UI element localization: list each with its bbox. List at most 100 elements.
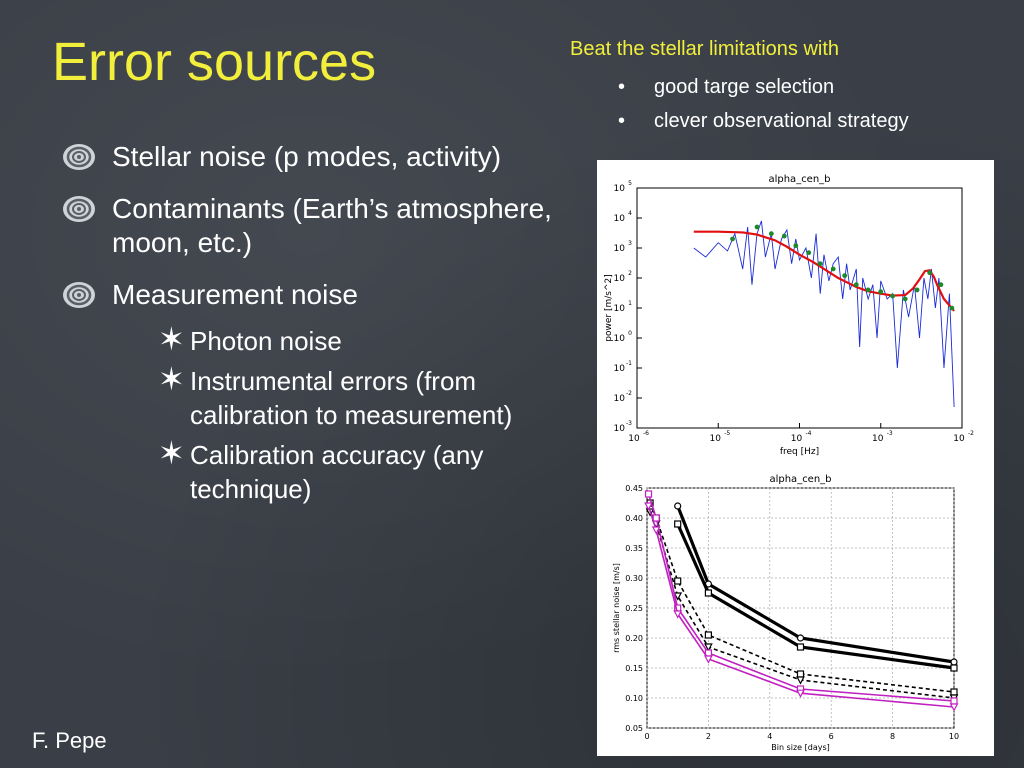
circle-marker (950, 658, 958, 666)
triangle-marker (673, 610, 683, 619)
y-tick-label: 10 (614, 424, 626, 434)
rms-noise-chart: alpha_cen_b 0 2 4 6 8 10 0.05 0.10 0.15 0.20 0.25 0.… (612, 474, 959, 752)
x-tick-exponent: -3 (887, 430, 893, 437)
square-marker (950, 664, 958, 672)
binned-data-point (938, 282, 944, 288)
y-tick-label: 0.25 (625, 604, 643, 613)
y-tick-label: 10 (614, 304, 626, 314)
triangle-marker (644, 502, 653, 511)
slide-title: Error sources (52, 32, 377, 92)
beat-item: • clever observational strategy (618, 110, 909, 133)
x-tick-label: 10 (628, 434, 640, 444)
square-marker (950, 697, 958, 705)
square-marker (674, 520, 682, 528)
binned-data-point (890, 293, 896, 299)
swirl-bullet-icon (63, 196, 95, 222)
x-tick-exponent: -5 (724, 430, 730, 437)
binned-data-point (865, 287, 871, 293)
binned-data-point (842, 273, 848, 279)
bullet-item: Contaminants (Earth’s atmosphere, moon, … (62, 192, 552, 260)
beat-item-label: clever observational strategy (654, 110, 909, 132)
beat-item: • good targe selection (618, 76, 909, 99)
sub-bullet-item: ✶ Instrumental errors (from calibration … (62, 361, 552, 432)
y-tick-label: 10 (614, 394, 626, 404)
y-tick-label: 0.05 (625, 724, 643, 733)
y-axis-label: power [m/s^2] (604, 274, 614, 341)
star-bullet-icon: ✶ (158, 361, 185, 397)
x-tick-label: 10 (791, 434, 803, 444)
x-tick-label: 6 (829, 732, 834, 741)
x-tick-label: 10 (949, 732, 959, 741)
series-line (649, 502, 955, 693)
chart-title: alpha_cen_b (769, 474, 831, 485)
triangle-marker (949, 703, 959, 712)
binned-data-point (902, 296, 908, 302)
series-line (676, 505, 955, 664)
x-tick-exponent: -6 (643, 430, 649, 437)
y-tick-exponent: 2 (628, 270, 632, 277)
binned-data-point (781, 233, 787, 239)
y-tick-label: 0.35 (625, 544, 643, 553)
x-axis-label: Bin size [days] (771, 743, 830, 752)
binned-data-point (754, 224, 760, 230)
y-tick-label: 10 (614, 244, 626, 254)
bullet-text: Measurement noise (112, 279, 358, 310)
y-tick-label: 0.15 (625, 664, 643, 673)
binned-data-point (806, 250, 812, 256)
swirl-bullet-icon (63, 282, 95, 308)
sub-bullet-text: Instrumental errors (from calibration to… (190, 366, 513, 430)
y-tick-label: 10 (614, 274, 626, 284)
binned-data-point (927, 270, 933, 276)
spectrum-line (693, 220, 955, 408)
square-marker (652, 514, 660, 522)
circle-marker (674, 502, 682, 510)
x-tick-label: 4 (767, 732, 772, 741)
x-tick-label: 8 (890, 732, 895, 741)
y-tick-label: 10 (614, 214, 626, 224)
x-tick-label: 10 (953, 434, 965, 444)
sub-bullet-item: ✶ Photon noise (62, 321, 552, 358)
star-bullet-icon: ✶ (158, 321, 185, 357)
swirl-bullet-icon (63, 144, 95, 170)
triangle-marker (704, 655, 713, 664)
author-credit: F. Pepe (32, 728, 107, 753)
plot-frame (636, 187, 963, 429)
beat-heading: Beat the stellar limitations with (570, 38, 840, 60)
binned-data-point (853, 282, 859, 288)
triangle-marker (796, 689, 805, 698)
bullet-item: Measurement noise (62, 278, 552, 312)
y-tick-exponent: 1 (628, 300, 632, 307)
beat-item-label: good targe selection (654, 76, 835, 98)
x-tick-label: 10 (710, 434, 722, 444)
sub-bullet-text: Calibration accuracy (any technique) (190, 440, 484, 504)
y-tick-exponent: -1 (626, 360, 632, 367)
binned-data-point (730, 236, 735, 242)
y-tick-label: 10 (614, 364, 626, 374)
figure-panel: alpha_cen_b 10 -6 10 -5 10 -4 10 -3 10 -2 10 -3 10 -2 1… (597, 160, 994, 756)
binned-data-point (949, 305, 955, 311)
bullet-list: Stellar noise (p modes, activity) Contam… (62, 140, 552, 518)
binned-data-point (830, 266, 836, 272)
sub-bullet-item: ✶ Calibration accuracy (any technique) (62, 435, 552, 506)
bullet-item: Stellar noise (p modes, activity) (62, 140, 552, 174)
y-tick-label: 0.10 (625, 694, 643, 703)
y-tick-label: 10 (614, 184, 626, 194)
star-bullet-icon: ✶ (158, 435, 185, 471)
binned-data-point (914, 287, 920, 293)
y-tick-exponent: 3 (628, 240, 632, 247)
square-marker (704, 589, 713, 597)
triangle-marker (651, 526, 661, 535)
binned-data-point (793, 243, 799, 249)
y-tick-exponent: 0 (628, 330, 632, 337)
square-marker (796, 670, 805, 678)
chart-title: alpha_cen_b (768, 174, 830, 185)
y-tick-label: 0.40 (625, 514, 643, 523)
binned-data-point (817, 261, 823, 267)
y-tick-exponent: 5 (628, 180, 632, 187)
y-tick-exponent: -3 (626, 420, 632, 427)
bullet-dot-icon: • (618, 110, 626, 132)
y-tick-exponent: 4 (628, 210, 632, 217)
y-tick-label: 0.20 (625, 634, 643, 643)
binned-data-point (768, 231, 774, 237)
y-axis-label: rms stellar noise [m/s] (612, 563, 621, 653)
